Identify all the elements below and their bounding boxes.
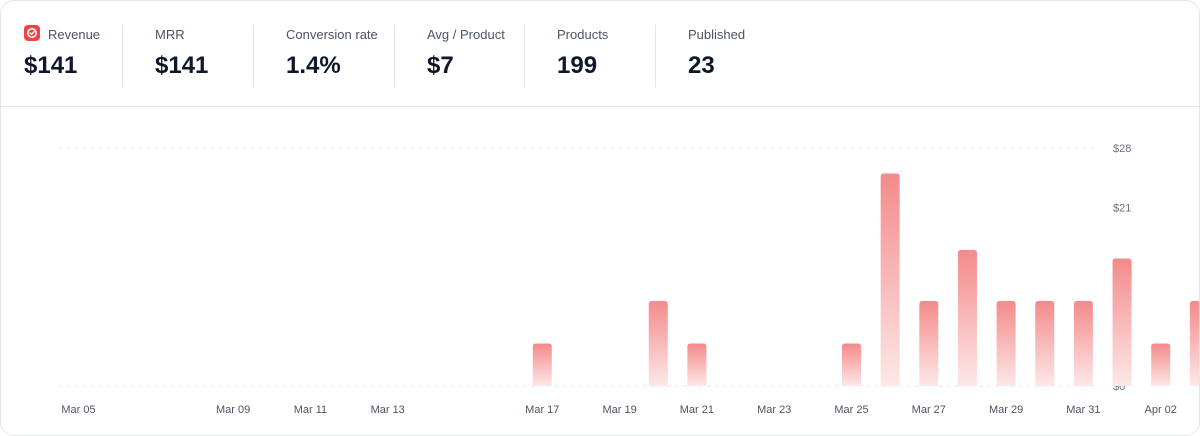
bar-mar-30 <box>1035 301 1055 386</box>
stat-divider <box>655 25 656 87</box>
x-tick-label: Mar 23 <box>757 404 791 416</box>
stats-bar: Revenue $141 MRR $141 Conversion rate 1.… <box>1 1 1199 107</box>
bar-apr-03 <box>1189 301 1199 386</box>
stat-revenue-label: Revenue <box>48 27 101 42</box>
x-tick-label: Mar 17 <box>525 404 559 416</box>
x-tick-label: Mar 31 <box>1066 404 1100 416</box>
bar-mar-27 <box>919 301 939 386</box>
x-tick-label: Mar 09 <box>216 404 250 416</box>
stat-products-value: 199 <box>557 52 598 79</box>
stat-mrr-label: MRR <box>155 27 185 42</box>
stat-revenue-value: $141 <box>24 52 78 79</box>
bar-mar-29 <box>996 301 1016 386</box>
stat-conversion-rate-value: 1.4% <box>286 52 341 79</box>
x-tick-label: Mar 13 <box>371 404 405 416</box>
stat-avg-product-value: $7 <box>427 52 454 79</box>
stat-divider <box>524 25 525 87</box>
stat-published-label: Published <box>688 27 746 42</box>
x-tick-label: Mar 05 <box>61 404 95 416</box>
bar-mar-21 <box>687 343 707 386</box>
bar-mar-31 <box>1073 301 1093 386</box>
stat-published-value: 23 <box>688 52 715 79</box>
stat-avg-product-label: Avg / Product <box>427 27 505 42</box>
x-tick-label: Mar 29 <box>989 404 1023 416</box>
bar-mar-28 <box>957 250 977 386</box>
bar-mar-26 <box>880 173 900 386</box>
bar-mar-20 <box>648 301 668 386</box>
x-tick-label: Mar 25 <box>834 404 868 416</box>
bar-mar-17 <box>532 343 552 386</box>
stat-divider <box>253 25 254 87</box>
bar-mar-25 <box>842 343 861 386</box>
stat-divider <box>394 25 395 87</box>
x-tick-label: Apr 02 <box>1144 404 1176 416</box>
stat-conversion-rate-label: Conversion rate <box>286 27 378 42</box>
x-tick-label: Mar 19 <box>602 404 636 416</box>
y-tick-label: $28 <box>1113 143 1131 155</box>
x-tick-label: Mar 27 <box>912 404 946 416</box>
bar-apr-01 <box>1112 258 1132 386</box>
bar-apr-02 <box>1151 343 1171 386</box>
x-tick-label: Mar 21 <box>680 404 714 416</box>
x-tick-label: Mar 11 <box>294 404 327 416</box>
stat-products-label: Products <box>557 27 609 42</box>
stat-divider <box>122 25 123 87</box>
y-tick-label: $21 <box>1113 203 1131 215</box>
stat-mrr-value: $141 <box>155 52 209 79</box>
revenue-icon <box>24 25 40 41</box>
